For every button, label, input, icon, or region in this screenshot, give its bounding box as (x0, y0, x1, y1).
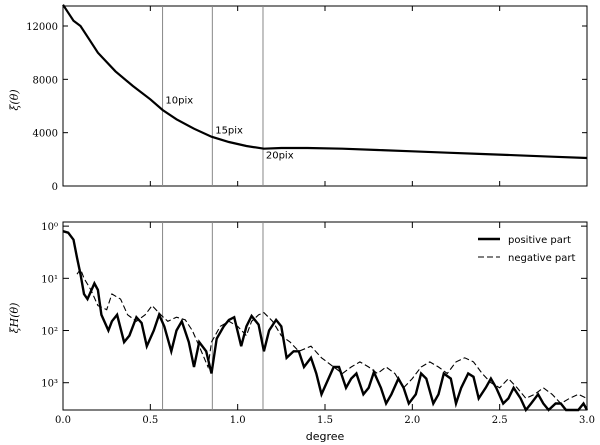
top-annotation-label: 10pix (165, 95, 193, 106)
bottom-x-tick-label: 2.5 (492, 415, 508, 426)
top-reference-lines (162, 6, 264, 186)
top-annotations: 10pix 15pix 20pix (165, 95, 293, 161)
top-y-tick-label: 8000 (33, 75, 58, 86)
bottom-axes-frame (62, 221, 588, 411)
positive-part-line (62, 230, 589, 413)
top-annotation-label: 15pix (215, 125, 243, 136)
bottom-y-tick-label: 10⁰ (41, 222, 58, 233)
top-series-line (62, 4, 588, 160)
top-y-tick-label: 4000 (33, 129, 58, 140)
bottom-x-tick-label: 0.5 (142, 415, 158, 426)
top-y-axis-label: ξ(θ) (8, 89, 21, 110)
legend-positive-label: positive part (508, 235, 571, 246)
legend-negative-label: negative part (508, 253, 576, 264)
top-y-tick-label: 12000 (26, 22, 58, 33)
bottom-x-tick-label: 2.0 (404, 415, 420, 426)
bottom-y-tick-label: 10¹ (41, 274, 58, 285)
bottom-y-axis-label: ξH(θ) (8, 303, 21, 334)
bottom-x-tick-label: 1.0 (230, 415, 246, 426)
legend: positive part negative part (478, 235, 576, 264)
bottom-x-axis: 0.0 0.5 1.0 1.5 2.0 2.5 3.0 (55, 222, 595, 426)
top-panel: 0 4000 8000 12000 10pix 15pix 20pix ξ(θ) (8, 4, 588, 193)
bottom-x-tick-label: 0.0 (55, 415, 71, 426)
top-x-axis (62, 6, 588, 186)
top-axes-frame (62, 5, 588, 187)
bottom-y-tick-label: 10³ (41, 379, 58, 390)
bottom-reference-lines (162, 222, 264, 410)
top-y-axis: 0 4000 8000 12000 (26, 22, 587, 193)
bottom-panel: 10⁰ 10¹ 10² 10³ 0.0 0.5 1.0 1.5 2.0 2.5 3.0 ξH(θ)… (8, 221, 595, 443)
bottom-x-tick-label: 1.5 (317, 415, 333, 426)
negative-part-line (76, 267, 588, 405)
bottom-y-axis: 10⁰ 10¹ 10² 10³ (41, 222, 587, 390)
top-annotation-label: 20pix (266, 151, 294, 162)
bottom-y-tick-label: 10² (41, 327, 58, 338)
x-axis-label: degree (306, 430, 345, 443)
top-y-tick-label: 0 (52, 182, 58, 193)
bottom-x-tick-label: 3.0 (579, 415, 595, 426)
